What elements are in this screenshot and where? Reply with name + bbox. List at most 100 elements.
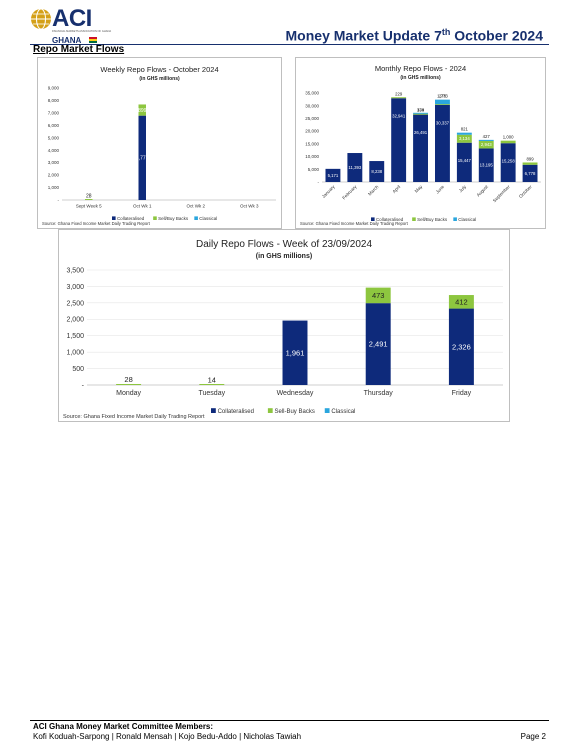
data-label: 473	[372, 291, 385, 300]
x-tick-label: February	[341, 184, 358, 201]
y-tick-label: 5,000	[308, 167, 320, 172]
y-tick-label: 2,000	[66, 317, 84, 324]
data-label: 427	[483, 134, 491, 139]
chart-title: Weekly Repo Flows - October 2024	[100, 65, 218, 74]
bar-segment	[325, 168, 341, 182]
bar-segment	[522, 164, 538, 182]
bar-segment	[522, 162, 538, 165]
legend-swatch	[324, 408, 330, 413]
x-tick-label: Oct Wk 2	[186, 204, 205, 209]
data-label: 899	[138, 108, 147, 114]
chart-svg: Monthly Repo Flows - 2024 (in GHS million…	[300, 64, 541, 226]
bar-segment	[116, 384, 142, 385]
bar-segment	[435, 99, 450, 105]
data-label: 2,943	[481, 142, 492, 147]
x-tick-label: Thursday	[364, 390, 394, 397]
bar-segment	[391, 98, 407, 182]
legend-swatch	[371, 217, 375, 221]
y-tick-label: 6,000	[48, 123, 60, 128]
y-tick-label: 2,000	[48, 173, 60, 178]
chart-source: Source: Ghana Fixed Income Market Daily …	[300, 221, 409, 226]
chart-source: Source: Ghana Fixed Income Market Daily …	[42, 221, 151, 226]
bar-segment	[456, 142, 472, 182]
legend-label: Sell-Buy Backs	[274, 409, 314, 415]
daily-repo-chart: Daily Repo Flows - Week of 23/09/2024 (in…	[58, 229, 510, 422]
chart-svg: Daily Repo Flows - Week of 23/09/2024 (in…	[63, 239, 503, 420]
committee-members: Kofi Koduah-Sarpong | Ronald Mensah | Ko…	[33, 732, 302, 741]
data-label: 5,171	[328, 173, 339, 178]
bar-segment	[456, 132, 472, 135]
y-tick-label: -	[318, 180, 320, 185]
legend-swatch	[412, 217, 416, 221]
x-tick-label: Monday	[116, 390, 141, 397]
chart-subtitle: (in GHS millions)	[400, 75, 441, 81]
legend-label: Collateralised	[376, 217, 404, 222]
data-label: 1,961	[286, 348, 305, 357]
bar-segment	[456, 134, 472, 143]
x-tick-label: October	[518, 184, 533, 199]
section-heading: Repo Market Flows	[33, 44, 125, 55]
data-label: 11,393	[348, 165, 361, 170]
y-tick-label: 10,000	[305, 154, 319, 159]
data-label: 1,773	[437, 94, 448, 99]
data-label: 278	[439, 94, 447, 99]
data-label: 2,491	[369, 340, 388, 349]
y-tick-label: 30,000	[305, 103, 319, 108]
data-label: 229	[395, 92, 403, 97]
y-tick-label: 3,500	[66, 267, 84, 274]
bar-segment	[435, 104, 450, 182]
y-tick-label: 8,000	[48, 98, 60, 103]
bar-segment	[448, 308, 474, 385]
aci-ghana-logo: ACI FINANCIAL MARKETS ASSOCIATION OF GHA…	[30, 5, 112, 45]
chart-subtitle: (in GHS millions)	[256, 253, 312, 260]
y-tick-label: 35,000	[305, 91, 319, 96]
x-tick-label: Oct Wk 3	[240, 204, 259, 209]
data-label: 2,326	[452, 342, 471, 351]
data-label: 28	[124, 375, 132, 384]
x-tick-label: April	[391, 184, 401, 194]
x-tick-label: August	[476, 184, 490, 198]
y-tick-label: 20,000	[305, 129, 319, 134]
legend-label: Sell/Buy Backs	[158, 216, 189, 221]
data-label: 899	[526, 156, 534, 161]
monthly-repo-chart: Monthly Repo Flows - 2024 (in GHS million…	[295, 57, 546, 229]
y-tick-label: 5,000	[48, 135, 60, 140]
legend-swatch	[211, 408, 216, 413]
data-label: 330	[417, 107, 425, 112]
x-tick-label: Friday	[452, 390, 472, 397]
y-tick-label: -	[82, 382, 85, 389]
y-tick-label: 9,000	[48, 86, 60, 91]
ghana-flag-icon	[89, 37, 97, 43]
x-tick-label: January	[321, 184, 336, 199]
x-tick-label: Sept Week 5	[76, 204, 102, 209]
legend-swatch	[267, 408, 273, 413]
logo-subtext: FINANCIAL MARKETS ASSOCIATION OF GHANA	[52, 30, 112, 33]
legend-label: Collateralised	[117, 216, 145, 221]
x-tick-label: September	[492, 184, 511, 203]
bar-segment	[369, 161, 385, 182]
bar-segment	[448, 295, 474, 309]
data-label: 174	[417, 107, 425, 112]
x-tick-label: Oct Wk 1	[133, 204, 152, 209]
bar-segment	[365, 303, 391, 385]
x-tick-label: Wednesday	[277, 390, 314, 397]
x-tick-label: March	[367, 184, 380, 197]
bar-segment	[500, 140, 516, 144]
bar-segment	[413, 113, 428, 115]
bar-segment	[138, 115, 146, 200]
footer-rule	[30, 720, 549, 721]
weekly-repo-chart: Weekly Repo Flows - October 2024 (in GHS …	[37, 57, 282, 229]
bar-segment	[347, 153, 363, 182]
y-tick-label: 2,500	[66, 300, 84, 307]
y-tick-label: 1,000	[48, 185, 60, 190]
bar-segment	[478, 139, 494, 141]
y-tick-label: -	[58, 198, 60, 203]
data-label: 15,447	[458, 158, 472, 163]
bar-segment	[500, 143, 516, 182]
legend-label: Classical	[458, 217, 476, 222]
y-tick-label: 7,000	[48, 110, 60, 115]
chart-title: Monthly Repo Flows - 2024	[375, 64, 466, 73]
data-label: 28	[86, 194, 92, 200]
bar-segment	[391, 97, 407, 99]
y-tick-label: 15,000	[305, 141, 319, 146]
